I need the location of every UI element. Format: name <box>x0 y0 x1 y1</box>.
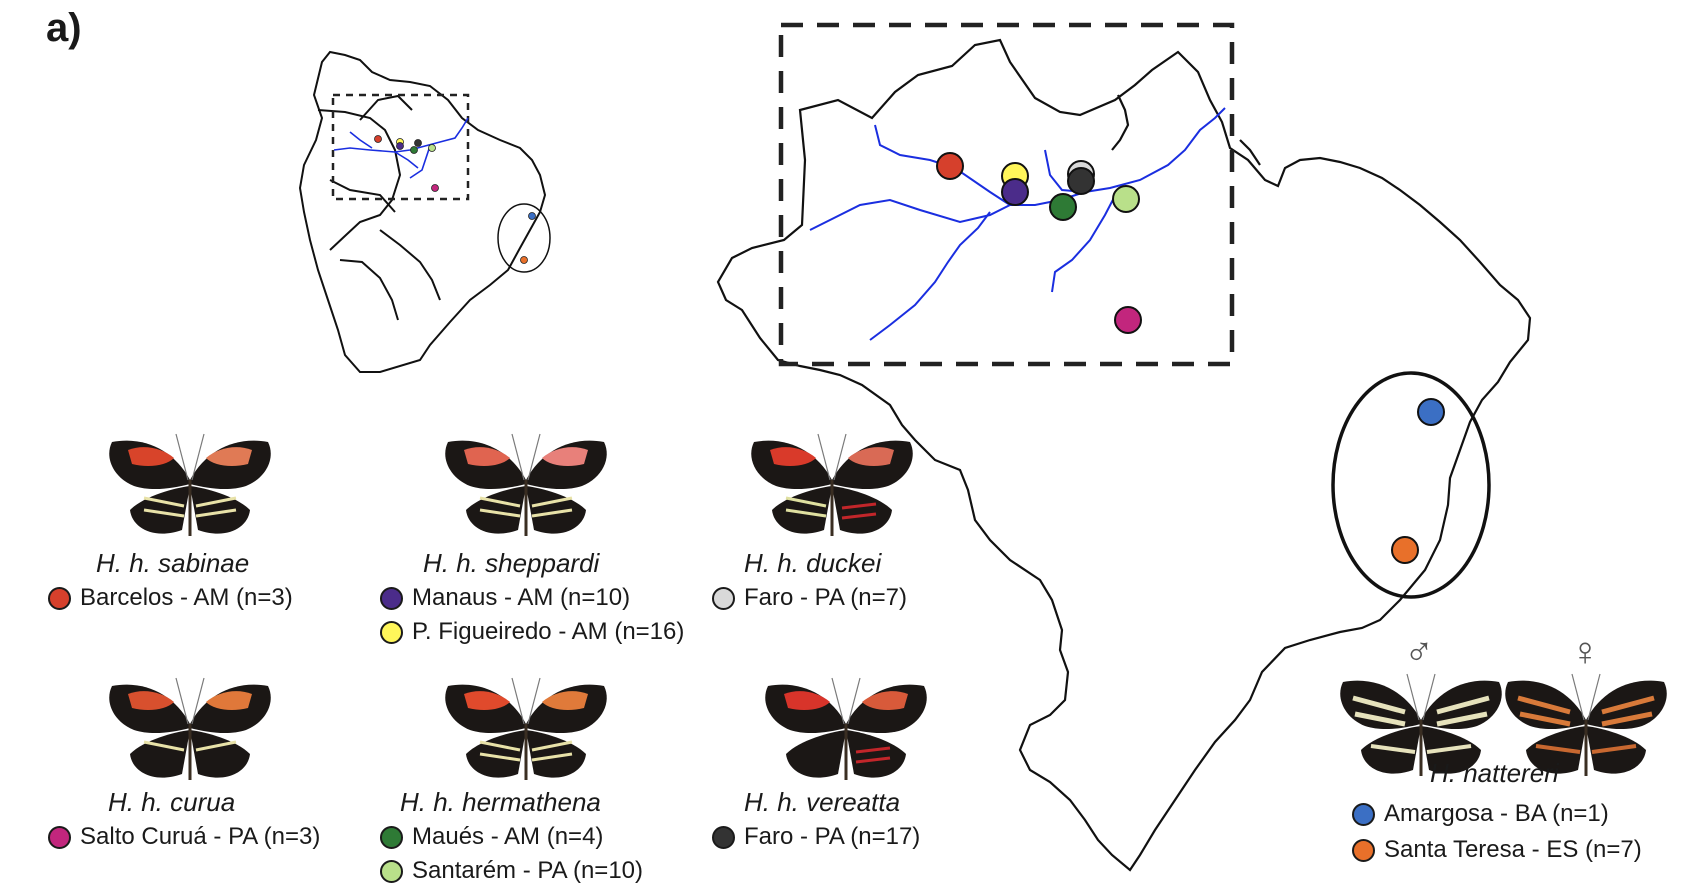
butterfly-hermathena <box>443 676 609 782</box>
legend-dot <box>380 859 403 883</box>
legend-item-amargosa: Amargosa - BA (n=1) <box>1352 800 1609 828</box>
taxon-label-sheppardi: H. h. sheppardi <box>423 548 600 578</box>
taxon-label-vereatta: H. h. vereatta <box>744 787 901 817</box>
legend-dot <box>380 825 403 849</box>
legend-label: Santarém - PA (n=10) <box>412 857 643 884</box>
legend-dot <box>1352 802 1375 826</box>
legend-item-santarem: Santarém - PA (n=10) <box>380 857 643 885</box>
point-santarem <box>1112 185 1140 213</box>
point-amargosa <box>1417 398 1445 426</box>
butterfly-duckei <box>749 432 915 538</box>
legend-item-santa-teresa: Santa Teresa - ES (n=7) <box>1352 836 1642 864</box>
taxon-label-nattereri: H. nattereri <box>1430 758 1559 788</box>
legend-dot <box>1352 838 1375 862</box>
legend-item-figueiredo: P. Figueiredo - AM (n=16) <box>380 618 684 646</box>
taxon-label-duckei: H. h. duckei <box>744 548 882 578</box>
point-salto-curua <box>1114 306 1142 334</box>
legend-label: Faro - PA (n=17) <box>744 823 921 850</box>
legend-item-barcelos: Barcelos - AM (n=3) <box>48 584 293 612</box>
inset-sample-points <box>374 135 536 264</box>
butterfly-nattereri-male <box>1338 672 1504 778</box>
panel-label: a) <box>46 6 82 50</box>
legend-label: Barcelos - AM (n=3) <box>80 584 293 611</box>
taxon-label-curua: H. h. curua <box>108 787 236 817</box>
butterfly-sheppardi <box>443 432 609 538</box>
butterfly-curua <box>107 676 273 782</box>
point-manaus <box>1001 178 1029 206</box>
legend-label: Salto Curuá - PA (n=3) <box>80 823 321 850</box>
point-maues <box>1049 193 1077 221</box>
main-rivers <box>809 107 1226 341</box>
legend-label: Faro - PA (n=7) <box>744 584 907 611</box>
point-faro-vereatta <box>1067 167 1095 195</box>
point-barcelos <box>936 152 964 180</box>
legend-label: P. Figueiredo - AM (n=16) <box>412 618 685 645</box>
legend-dot <box>712 825 735 849</box>
taxon-label-sabinae: H. h. sabinae <box>96 548 250 578</box>
male-symbol: ♂ <box>1404 630 1434 674</box>
nattereri-range-ellipse <box>1331 371 1491 599</box>
female-symbol: ♀ <box>1570 630 1600 674</box>
legend-label: Santa Teresa - ES (n=7) <box>1384 836 1642 863</box>
butterfly-nattereri-female <box>1503 672 1669 778</box>
legend-item-manaus: Manaus - AM (n=10) <box>380 584 630 612</box>
main-map-brazil <box>716 38 1532 872</box>
inset-map-south-america <box>298 50 551 373</box>
inset-rivers <box>333 117 469 179</box>
legend-label: Amargosa - BA (n=1) <box>1384 800 1609 827</box>
legend-item-maues: Maués - AM (n=4) <box>380 823 603 851</box>
legend-label: Manaus - AM (n=10) <box>412 584 631 611</box>
main-zoom-box <box>778 22 1235 367</box>
legend-dot <box>380 620 403 644</box>
legend-label: Maués - AM (n=4) <box>412 823 604 850</box>
legend-item-faro-vereatta: Faro - PA (n=17) <box>712 823 920 851</box>
legend-item-salto-curua: Salto Curuá - PA (n=3) <box>48 823 320 851</box>
inset-zoom-box <box>331 93 470 201</box>
legend-dot <box>712 586 735 610</box>
main-sample-points <box>936 152 1445 564</box>
legend-item-faro-duckei: Faro - PA (n=7) <box>712 584 907 612</box>
butterfly-vereatta <box>763 676 929 782</box>
legend-dot <box>48 586 71 610</box>
legend-dot <box>48 825 71 849</box>
butterfly-sabinae <box>107 432 273 538</box>
taxon-label-hermathena: H. h. hermathena <box>400 787 601 817</box>
point-santa-teresa <box>1391 536 1419 564</box>
legend-dot <box>380 586 403 610</box>
